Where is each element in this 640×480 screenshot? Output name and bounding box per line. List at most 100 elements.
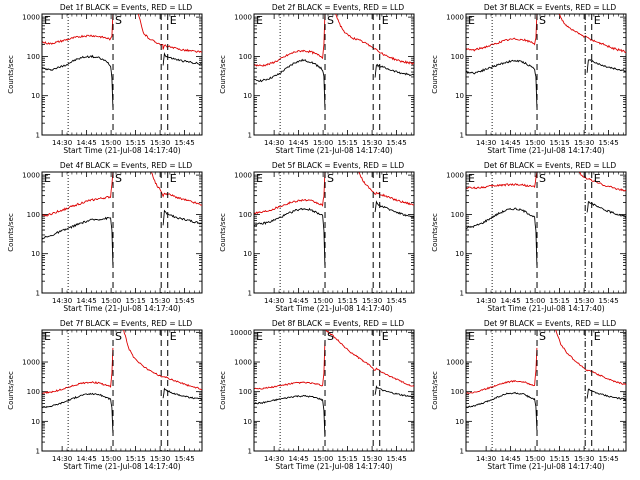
y-axis-label: Counts/sec xyxy=(219,371,227,410)
panel-det-5: Det 5f BLACK = Events, RED = LLD 1 10 100 10… xyxy=(219,161,415,313)
marker-label: E xyxy=(468,330,475,343)
x-axis-label: Start Time (21-Jul-08 14:17:40) xyxy=(487,304,604,313)
x-axis-label: Start Time (21-Jul-08 14:17:40) xyxy=(275,146,392,155)
y-tick-label: 1000 xyxy=(446,172,464,180)
marker-label: S xyxy=(327,172,334,185)
marker-label: E xyxy=(44,330,51,343)
y-tick-label: 100 xyxy=(451,388,464,396)
x-axis-label: Start Time (21-Jul-08 14:17:40) xyxy=(63,462,180,471)
x-tick-label: 15:00 xyxy=(525,297,545,305)
plot-frame xyxy=(253,171,415,294)
panel-title: Det 2f BLACK = Events, RED = LLD xyxy=(272,3,405,12)
series-line-lld xyxy=(42,172,114,217)
series-line-lld xyxy=(358,172,414,206)
x-tick-label: 15:30 xyxy=(150,297,170,305)
series-group xyxy=(254,330,414,437)
series-line-events xyxy=(374,200,414,219)
marker-label: E xyxy=(594,330,601,343)
x-tick-label: 15:15 xyxy=(126,455,146,463)
series-group xyxy=(42,172,202,266)
series-line-lld xyxy=(466,14,538,52)
marker-label: E xyxy=(170,172,177,185)
plot-frame xyxy=(465,329,627,452)
y-tick-label: 100 xyxy=(27,388,40,396)
x-tick-label: 15:15 xyxy=(338,297,358,305)
x-axis-label: Start Time (21-Jul-08 14:17:40) xyxy=(487,146,604,155)
y-tick-label: 100 xyxy=(239,388,252,396)
series-group xyxy=(42,14,202,108)
y-axis-label: Counts/sec xyxy=(431,371,439,410)
series-line-lld xyxy=(325,330,414,387)
series-line-lld xyxy=(578,172,626,192)
x-tick-label: 15:45 xyxy=(174,455,194,463)
x-tick-label: 15:00 xyxy=(101,139,121,147)
y-tick-label: 10 xyxy=(31,92,40,100)
x-tick-label: 15:45 xyxy=(386,455,406,463)
x-tick-label: 14:45 xyxy=(501,455,521,463)
series-line-lld xyxy=(466,172,538,190)
series-line-events xyxy=(466,59,538,108)
x-tick-label: 14:30 xyxy=(52,297,72,305)
series-line-events xyxy=(586,388,626,401)
series-line-events xyxy=(374,63,414,78)
y-axis-label: Counts/sec xyxy=(7,55,15,94)
x-tick-label: 15:15 xyxy=(550,455,570,463)
marker-label: S xyxy=(115,330,122,343)
series-group xyxy=(466,172,626,266)
y-tick-label: 1000 xyxy=(234,14,252,22)
plot-frame xyxy=(41,171,203,294)
y-tick-label: 1 xyxy=(460,290,464,298)
series-group xyxy=(42,330,202,434)
marker-label: E xyxy=(594,172,601,185)
marker-label: E xyxy=(170,330,177,343)
series-group xyxy=(466,330,626,431)
panel-det-8: Det 8f BLACK = Events, RED = LLD 1 10 100 10… xyxy=(219,319,415,471)
panel-det-4: Det 4f BLACK = Events, RED = LLD 1 10 100 10… xyxy=(7,161,203,313)
series-line-events xyxy=(254,207,326,266)
x-tick-label: 14:30 xyxy=(264,297,284,305)
x-tick-label: 15:45 xyxy=(174,297,194,305)
series-line-lld xyxy=(558,14,626,53)
panel-det-7: Det 7f BLACK = Events, RED = LLD 1 10 100 10… xyxy=(7,319,203,471)
panel-det-9: Det 9f BLACK = Events, RED = LLD 1 10 100 10… xyxy=(431,319,627,471)
series-line-lld xyxy=(254,172,326,215)
y-tick-label: 1000 xyxy=(22,14,40,22)
y-tick-label: 10 xyxy=(31,418,40,426)
y-tick-label: 1 xyxy=(36,132,40,140)
panel-det-6: Det 6f BLACK = Events, RED = LLD 1 10 100 10… xyxy=(431,161,627,313)
panel-title: Det 1f BLACK = Events, RED = LLD xyxy=(60,3,193,12)
series-group xyxy=(254,172,414,266)
y-tick-label: 1 xyxy=(248,132,252,140)
series-line-events xyxy=(42,54,114,108)
marker-label: E xyxy=(256,172,263,185)
series-line-lld xyxy=(42,14,114,45)
x-axis-label: Start Time (21-Jul-08 14:17:40) xyxy=(487,462,604,471)
y-axis-label: Counts/sec xyxy=(431,213,439,252)
panel-title: Det 6f BLACK = Events, RED = LLD xyxy=(484,161,617,170)
marker-label: E xyxy=(382,330,389,343)
x-tick-label: 14:45 xyxy=(289,139,309,147)
y-tick-label: 1000 xyxy=(234,172,252,180)
marker-label: E xyxy=(170,14,177,27)
y-tick-label: 1 xyxy=(36,290,40,298)
x-tick-label: 15:45 xyxy=(598,455,618,463)
y-tick-label: 10000 xyxy=(230,329,252,337)
series-line-events xyxy=(42,392,114,434)
y-tick-label: 10 xyxy=(455,250,464,258)
x-tick-label: 15:30 xyxy=(362,139,382,147)
y-tick-label: 1 xyxy=(460,132,464,140)
y-tick-label: 1000 xyxy=(446,359,464,367)
y-tick-label: 100 xyxy=(451,211,464,219)
x-tick-label: 15:30 xyxy=(150,139,170,147)
marker-label: S xyxy=(115,14,122,27)
y-axis-label: Counts/sec xyxy=(219,55,227,94)
marker-label: S xyxy=(539,330,546,343)
x-tick-label: 15:45 xyxy=(598,139,618,147)
plot-frame xyxy=(41,13,203,136)
y-tick-label: 1000 xyxy=(234,359,252,367)
series-line-events xyxy=(586,201,626,218)
y-tick-label: 1 xyxy=(460,448,464,456)
y-tick-label: 10 xyxy=(455,92,464,100)
series-line-events xyxy=(586,59,626,73)
x-axis-label: Start Time (21-Jul-08 14:17:40) xyxy=(275,462,392,471)
